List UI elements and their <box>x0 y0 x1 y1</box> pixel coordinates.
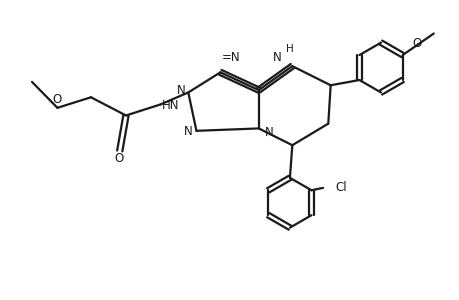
Text: =N: =N <box>222 52 240 64</box>
Text: N: N <box>177 84 185 97</box>
Text: O: O <box>53 93 62 106</box>
Text: O: O <box>114 152 123 165</box>
Text: N: N <box>264 126 273 139</box>
Text: N: N <box>184 125 192 138</box>
Text: H: H <box>285 44 293 54</box>
Text: O: O <box>411 37 421 50</box>
Text: Cl: Cl <box>335 182 347 194</box>
Text: HN: HN <box>162 99 179 112</box>
Text: N: N <box>273 51 281 64</box>
